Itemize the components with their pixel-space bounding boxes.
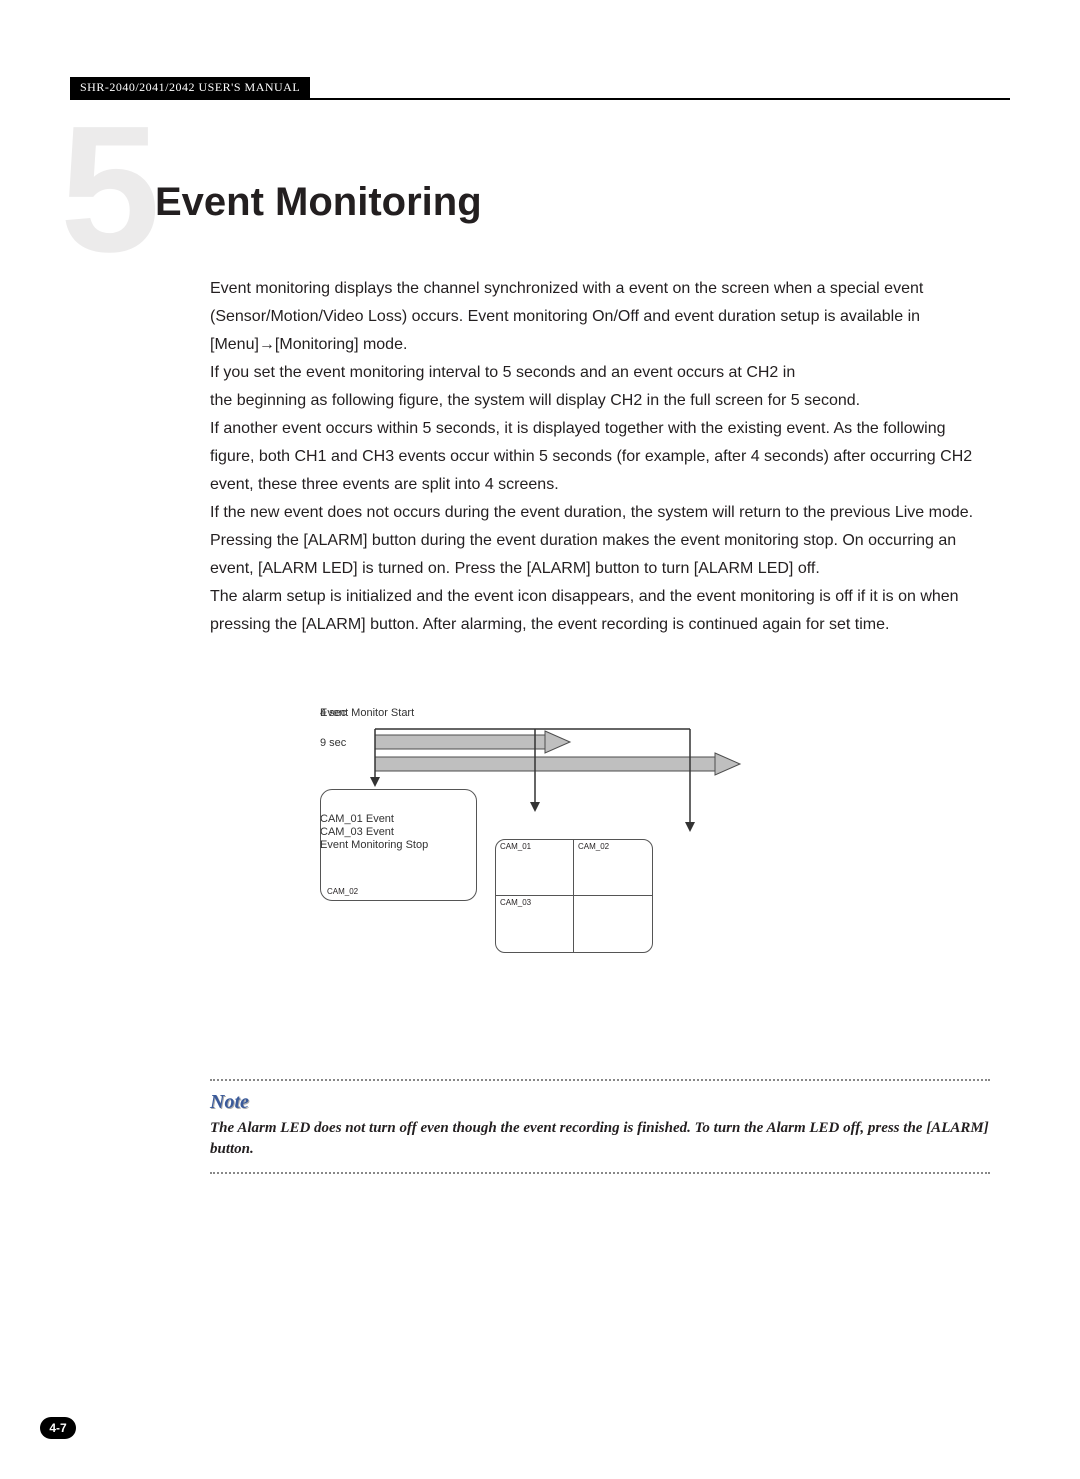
note-block: Note The Alarm LED does not turn off eve… bbox=[210, 1079, 990, 1174]
quad-screen: CAM_01 CAM_02 CAM_03 bbox=[495, 839, 653, 953]
cam-label: CAM_02 bbox=[578, 842, 609, 851]
label-4sec: 4 sec bbox=[320, 707, 346, 719]
page-number: 4-7 bbox=[40, 1417, 76, 1439]
header-rule bbox=[70, 98, 1010, 100]
chapter-title: Event Monitoring bbox=[155, 180, 1010, 225]
paragraph: Event monitoring displays the channel sy… bbox=[210, 275, 990, 359]
paragraph: If the new event does not occurs during … bbox=[210, 499, 990, 583]
single-screen: CAM_02 bbox=[320, 789, 477, 901]
cam-label: CAM_01 bbox=[500, 842, 531, 851]
cam-label: CAM_02 bbox=[327, 887, 358, 896]
body-text: Event monitoring displays the channel sy… bbox=[210, 275, 990, 639]
paragraph: the beginning as following figure, the s… bbox=[210, 387, 990, 415]
event-diagram: Event Monitor Start 4 sec 9 sec CAM_01 E… bbox=[320, 709, 840, 989]
manual-page: SHR-2040/2041/2042 USER'S MANUAL 5 Event… bbox=[0, 0, 1080, 1479]
cam-label: CAM_03 bbox=[500, 898, 531, 907]
note-title: Note bbox=[210, 1091, 990, 1114]
chapter-number-bg: 5 bbox=[60, 100, 160, 280]
paragraph: If you set the event monitoring interval… bbox=[210, 359, 990, 387]
paragraph: If another event occurs within 5 seconds… bbox=[210, 415, 990, 499]
paragraph: The alarm setup is initialized and the e… bbox=[210, 583, 990, 639]
note-body: The Alarm LED does not turn off even tho… bbox=[210, 1118, 990, 1160]
header-bar: SHR-2040/2041/2042 USER'S MANUAL bbox=[70, 80, 1010, 100]
label-9sec: 9 sec bbox=[320, 737, 346, 749]
